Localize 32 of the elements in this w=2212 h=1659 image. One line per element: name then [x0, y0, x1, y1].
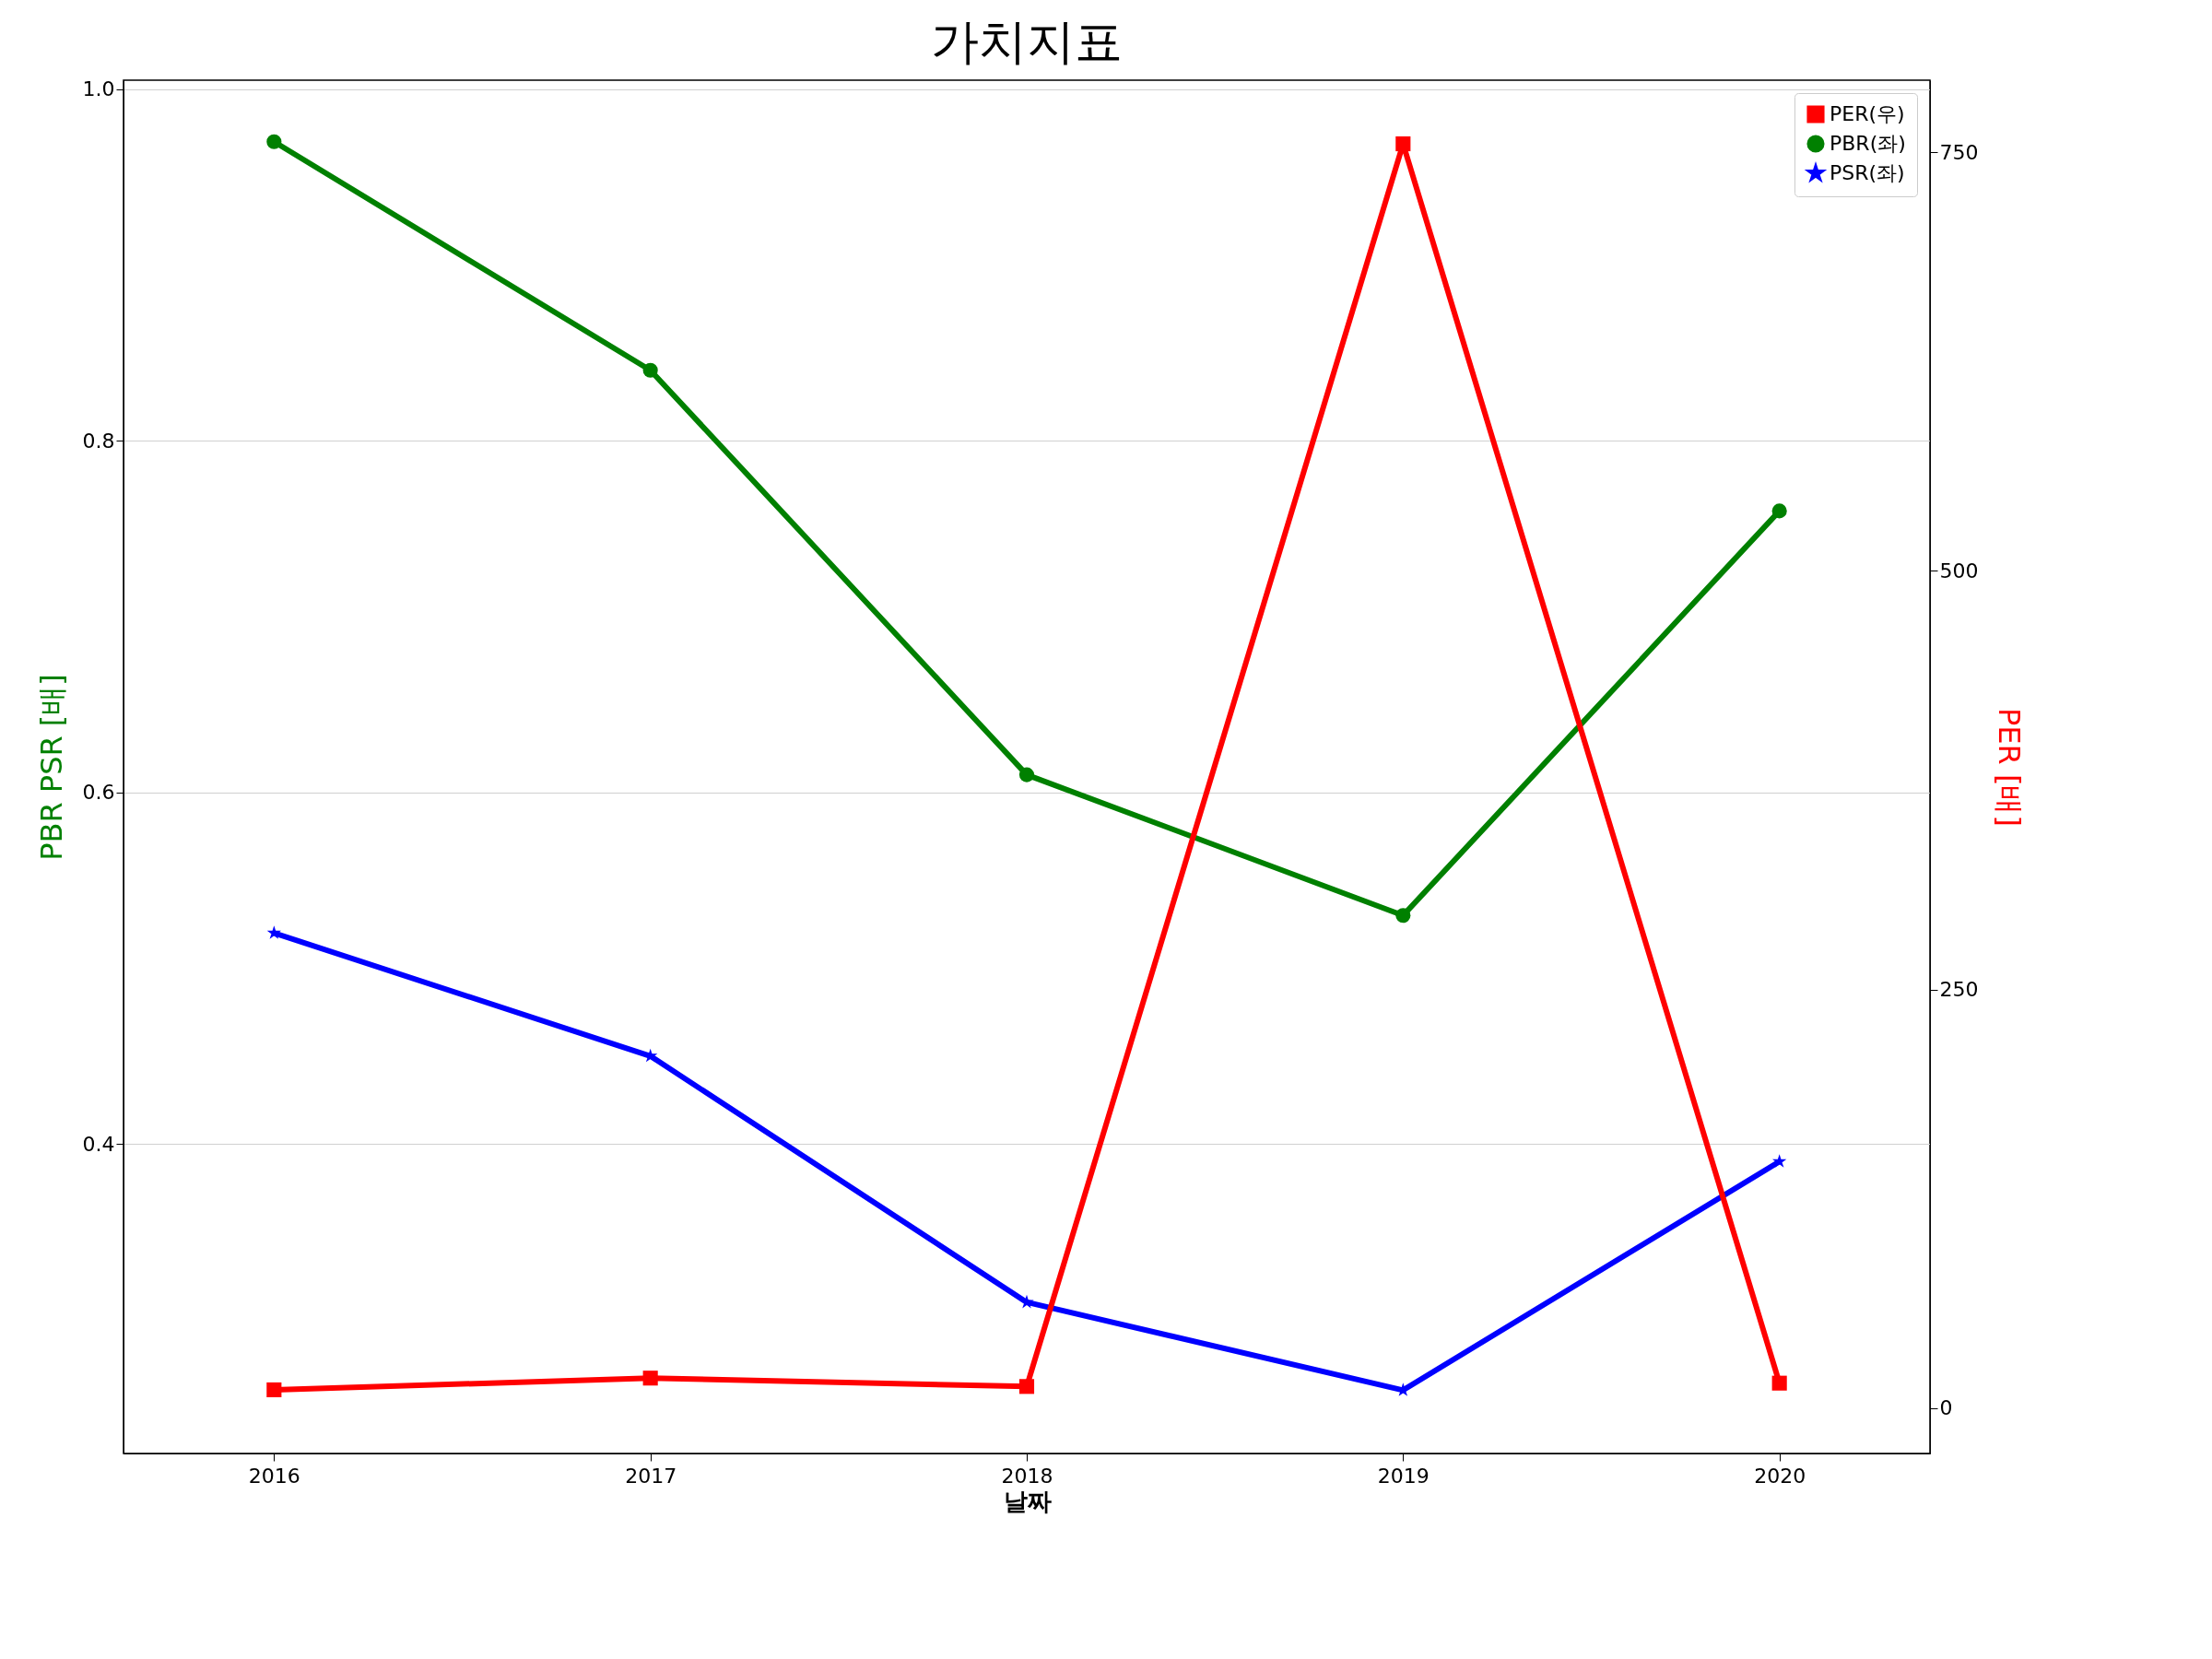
legend-label: PBR(좌): [1830, 132, 1906, 155]
point: [1018, 767, 1035, 782]
y-tick-label: 0.8: [82, 429, 115, 453]
x-tick-label: 2016: [248, 1464, 300, 1488]
legend-label: PSR(좌): [1830, 161, 1905, 184]
y-tick-label: 0.6: [82, 781, 115, 805]
y-tick-label: 1.0: [82, 77, 115, 101]
legend-label: PER(우): [1830, 102, 1905, 125]
y2-tick-label: 500: [1939, 559, 1979, 582]
point: [1771, 503, 1787, 519]
x-tick-label: 2017: [625, 1464, 677, 1488]
x-tick-label: 2019: [1377, 1464, 1430, 1488]
y2-tick-label: 750: [1939, 140, 1979, 164]
point: [266, 925, 281, 939]
point: [266, 1382, 282, 1398]
y-axis-title: PBR PSR [배]: [33, 674, 69, 861]
y-tick-label: 0.4: [82, 1132, 115, 1156]
x-tick-label: 2020: [1754, 1464, 1806, 1488]
y2-tick-label: 0: [1939, 1396, 1953, 1420]
x-tick-label: 2018: [1001, 1464, 1053, 1488]
point: [1395, 908, 1411, 924]
point: [1395, 135, 1411, 152]
x-axis-title: 날짜: [1003, 1487, 1052, 1515]
point: [1771, 1375, 1787, 1391]
y2-axis-title: PER [배]: [1992, 708, 2028, 827]
point: [1772, 1154, 1787, 1168]
chart-title: 가치지표: [931, 13, 1123, 69]
point: [642, 362, 658, 378]
point: [266, 134, 282, 149]
y2-tick-label: 250: [1939, 978, 1979, 1002]
point: [642, 1371, 658, 1386]
point: [1018, 1379, 1035, 1394]
